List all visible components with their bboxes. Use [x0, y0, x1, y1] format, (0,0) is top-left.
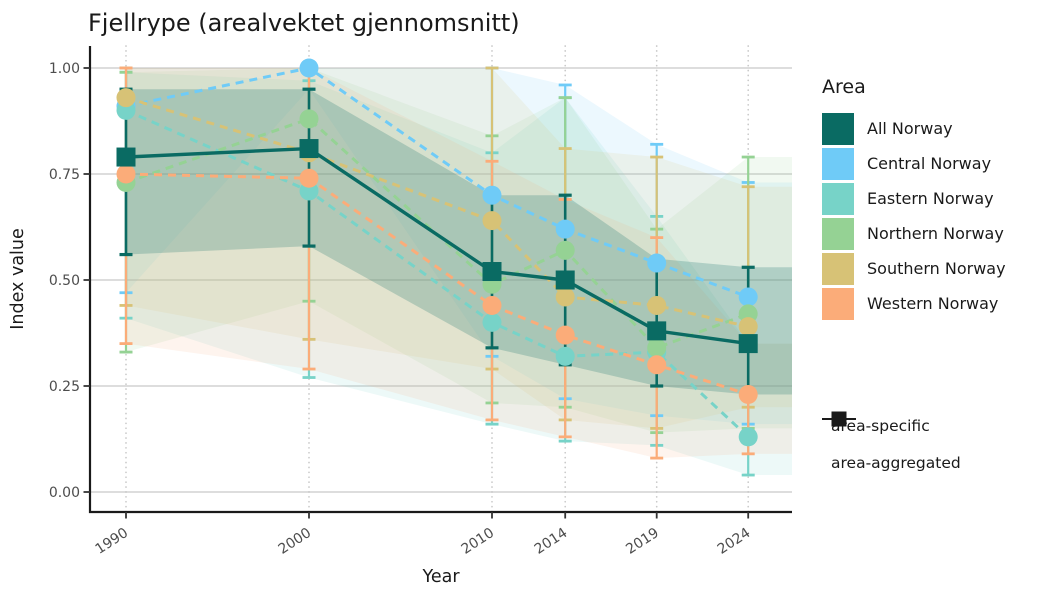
all-norway-line [125, 146, 749, 346]
legend-swatch [822, 112, 854, 145]
legend-swatch [822, 217, 854, 250]
eastern-norway-ribbon [126, 72, 792, 476]
western-norway-point [299, 168, 319, 188]
all-norway-point [647, 321, 667, 341]
legend-item-northern-norway: Northern Norway [822, 216, 1006, 251]
x-axis-label: Year [421, 567, 460, 587]
legend-swatch [822, 252, 854, 285]
y-tick-label: 0.25 [49, 379, 80, 395]
northern-norway-line [125, 117, 749, 350]
all-norway-point [738, 334, 758, 354]
eastern-norway-point [738, 427, 758, 447]
y-tick-label: 0.75 [49, 167, 80, 183]
eastern-norway-point [555, 346, 575, 366]
area-legend: Area All Norway Central Norway Eastern N… [822, 76, 1006, 321]
x-tick-label: 2014 [532, 525, 571, 558]
y-axis-label: Index value [8, 228, 28, 330]
eastern-norway-line [125, 109, 750, 438]
northern-norway-point [555, 240, 575, 260]
square-marker-icon [822, 411, 856, 427]
legend-label: Central Norway [867, 154, 992, 173]
central-norway-point [647, 253, 667, 273]
legend-label: Eastern Norway [867, 189, 994, 208]
southern-norway-line [125, 96, 749, 329]
central-norway-point [738, 287, 758, 307]
all-norway-point [555, 270, 575, 290]
marker-legend-label: area-specific [831, 416, 930, 435]
x-tick-label: 2010 [459, 525, 498, 558]
all-norway-point [299, 139, 319, 159]
southern-norway-point [482, 211, 502, 231]
legend-swatch [822, 182, 854, 215]
southern-norway-point [738, 317, 758, 337]
northern-norway-point [647, 338, 667, 358]
marker-legend-item-area-aggregated: area-aggregated [820, 411, 961, 481]
western-norway-point [738, 384, 758, 404]
x-tick-label: 1990 [93, 525, 132, 558]
central-norway-line [125, 66, 749, 299]
legend-label: Western Norway [867, 294, 999, 313]
legend-item-all-norway: All Norway [822, 111, 1006, 146]
all-norway-ribbon [126, 89, 792, 395]
central-norway-point [555, 219, 575, 239]
southern-norway-point [647, 295, 667, 315]
legend-item-western-norway: Western Norway [822, 286, 1006, 321]
chart-title: Fjellrype (arealvektet gjennomsnitt) [88, 9, 520, 37]
legend-title: Area [822, 76, 866, 98]
legend-swatch [822, 287, 854, 320]
western-norway-ribbon [126, 68, 792, 459]
western-norway-point [482, 295, 502, 315]
marker-legend: area-specific area-aggregated [820, 407, 961, 481]
eastern-norway-point [482, 312, 502, 332]
legend-swatch [822, 147, 854, 180]
central-norway-point [299, 58, 319, 78]
y-tick-label: 1.00 [49, 61, 80, 77]
legend-item-eastern-norway: Eastern Norway [822, 181, 1006, 216]
central-norway-point [482, 185, 502, 205]
x-tick-label: 2019 [623, 525, 662, 558]
western-norway-point [116, 164, 136, 184]
legend-label: Southern Norway [867, 259, 1006, 278]
marker-legend-label: area-aggregated [831, 453, 961, 472]
y-tick-label: 0.50 [49, 273, 80, 289]
axis-line [88, 46, 792, 514]
southern-norway-point [116, 88, 136, 108]
central-norway-ribbon [126, 68, 792, 425]
legend-label: All Norway [867, 119, 953, 138]
western-norway-point [647, 355, 667, 375]
legend-item-central-norway: Central Norway [822, 146, 1006, 181]
legend-item-southern-norway: Southern Norway [822, 251, 1006, 286]
southern-norway-point [555, 287, 575, 307]
legend-label: Northern Norway [867, 224, 1004, 243]
all-norway-point [482, 262, 502, 282]
y-tick-label: 0.00 [49, 485, 80, 501]
x-tick-label: 2024 [715, 525, 754, 558]
all-norway-point [116, 147, 136, 167]
northern-norway-point [299, 109, 319, 129]
western-norway-point [555, 325, 575, 345]
x-tick-label: 2000 [276, 525, 315, 558]
